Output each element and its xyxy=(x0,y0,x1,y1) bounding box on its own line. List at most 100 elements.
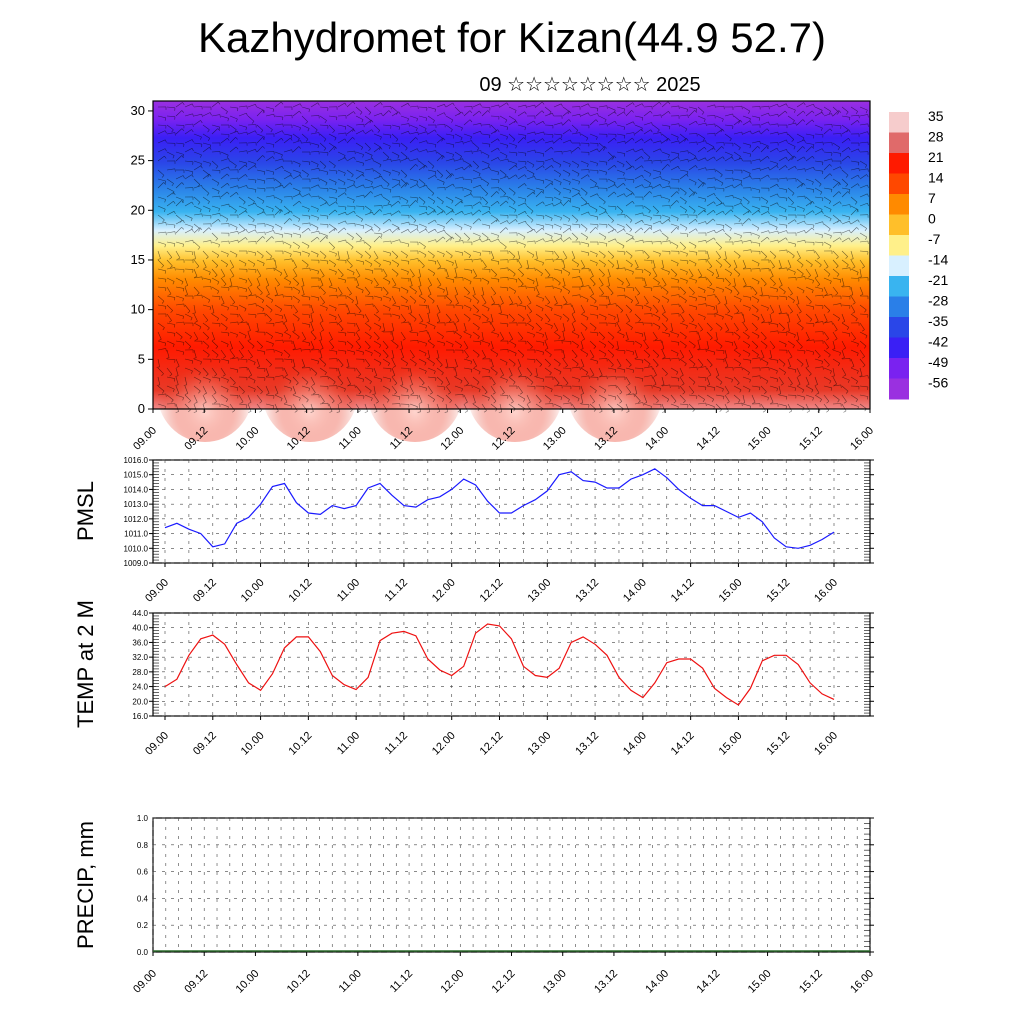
x-tick-label: 10.00 xyxy=(234,968,262,996)
colorbar-label: 21 xyxy=(928,149,944,165)
colorbar-label: 0 xyxy=(928,211,936,227)
x-tick-label: 14.12 xyxy=(695,968,723,996)
y-tick-label: 1012.0 xyxy=(124,515,149,524)
heat-x-label: 15.00 xyxy=(746,425,774,453)
colorbar-swatch xyxy=(889,296,909,318)
y-tick-label: 24.0 xyxy=(132,683,148,692)
x-tick-label: 10.00 xyxy=(239,730,267,758)
y-tick-label: 1010.0 xyxy=(124,544,149,553)
y-tick-label: 0.2 xyxy=(137,921,149,930)
x-tick-label: 16.00 xyxy=(812,730,840,758)
x-tick-label: 11.12 xyxy=(383,577,410,604)
y-tick-label: 1016.0 xyxy=(124,456,149,465)
y-tick-label: 0.0 xyxy=(137,948,149,957)
chart-title: Kazhydromet for Kizan(44.9 52.7) xyxy=(198,14,826,61)
x-tick-label: 14.00 xyxy=(621,577,649,605)
heat-y-label: 15 xyxy=(131,252,145,267)
colorbar-label: 28 xyxy=(928,129,944,145)
grid xyxy=(152,817,871,953)
colorbar-label: -49 xyxy=(928,354,948,370)
x-tick-label: 12.00 xyxy=(430,730,458,758)
x-tick-label: 14.00 xyxy=(643,968,671,996)
y-tick-label: 36.0 xyxy=(132,638,148,647)
x-tick-label: 13.00 xyxy=(541,968,569,996)
x-tick-label: 12.00 xyxy=(430,577,458,605)
heat-x-label: 14.00 xyxy=(643,425,671,453)
colorbar-swatch xyxy=(889,235,909,256)
colorbar-label: 7 xyxy=(928,190,936,206)
panel-frame xyxy=(152,817,871,953)
colorbar-label: -56 xyxy=(928,375,948,391)
colorbar-swatch xyxy=(889,358,909,379)
colorbar-swatch xyxy=(889,317,909,338)
x-tick-label: 12.12 xyxy=(490,968,518,996)
colorbar-label: -7 xyxy=(928,231,941,247)
x-tick-label: 13.12 xyxy=(573,730,601,758)
x-tick-label: 15.00 xyxy=(717,730,745,758)
warm-core-3 xyxy=(467,342,563,442)
pmsl-panel: 1009.0 1010.0 1011.0 1012.0 1013.0 1014.0 1015… xyxy=(73,456,874,605)
y-tick-label: 1015.0 xyxy=(124,471,149,480)
warm-core-4 xyxy=(567,342,663,442)
x-tick-label: 10.00 xyxy=(239,577,267,605)
y-tick-label: 1014.0 xyxy=(124,485,149,494)
x-tick-label: 13.12 xyxy=(592,968,620,996)
y-tick-label: 20.0 xyxy=(132,697,148,706)
colorbar-swatch xyxy=(889,378,909,400)
x-tick-label: 16.00 xyxy=(812,577,840,605)
x-tick-label: 09.00 xyxy=(143,730,171,758)
chart-subtitle: 09 ☆☆☆☆☆☆☆☆ 2025 xyxy=(479,74,701,96)
x-tick-label: 15.00 xyxy=(717,577,745,605)
heat-y-label: 5 xyxy=(138,351,145,366)
colorbar-label: -42 xyxy=(928,334,948,350)
y-tick-label: 0.6 xyxy=(137,868,149,877)
heat-x-label: 10.00 xyxy=(234,425,262,453)
x-tick-label: 12.00 xyxy=(438,968,466,996)
y-tick-label: 28.0 xyxy=(132,668,148,677)
x-tick-label: 14.12 xyxy=(669,577,697,605)
y-tick-label: 1013.0 xyxy=(124,500,149,509)
panel-frame xyxy=(152,459,871,564)
y-axis-title: PMSL xyxy=(73,481,98,541)
x-tick-label: 13.00 xyxy=(525,730,553,758)
x-tick-label: 11.12 xyxy=(383,730,410,757)
y-tick-label: 32.0 xyxy=(132,653,148,662)
colorbar-label: 14 xyxy=(928,170,944,186)
x-tick-label: 09.00 xyxy=(131,968,159,996)
colorbar-swatch xyxy=(889,112,909,133)
colorbar-swatch xyxy=(889,214,909,236)
x-tick-label: 10.12 xyxy=(285,968,313,996)
x-tick-label: 15.12 xyxy=(764,730,792,758)
colorbar-label: -28 xyxy=(928,293,948,309)
x-tick-label: 09.00 xyxy=(143,577,171,605)
x-tick-label: 11.00 xyxy=(335,730,362,757)
temp-panel: 16.0 20.0 24.0 28.0 32.0 36.0 40.0 44.0 09.00 09.… xyxy=(73,600,874,758)
y-tick-label: 1011.0 xyxy=(124,530,148,539)
x-tick-label: 13.00 xyxy=(525,577,553,605)
colorbar-label: 35 xyxy=(928,108,944,124)
warm-core-1 xyxy=(262,342,358,442)
x-tick-label: 15.12 xyxy=(797,968,825,996)
x-tick-label: 14.12 xyxy=(669,730,697,758)
colorbar-label: -14 xyxy=(928,252,948,268)
y-tick-label: 16.0 xyxy=(132,712,148,721)
colorbar-swatch xyxy=(889,153,909,174)
x-tick-label: 09.12 xyxy=(191,730,219,758)
x-tick-label: 16.00 xyxy=(848,968,876,996)
y-tick-label: 1.0 xyxy=(137,814,149,823)
precip-panel: 0.0 0.2 0.4 0.6 0.8 1.0 09.00 09.12 10.00 10.12 11… xyxy=(73,814,876,996)
heat-x-label: 15.12 xyxy=(797,425,825,453)
x-tick-label: 11.00 xyxy=(335,577,362,604)
heat-x-label: 09.00 xyxy=(131,425,159,453)
warm-core-0 xyxy=(157,342,253,442)
x-tick-label: 10.12 xyxy=(287,730,315,758)
x-tick-label: 11.00 xyxy=(337,968,364,995)
colorbar-label: -21 xyxy=(928,272,948,288)
x-tick-label: 09.12 xyxy=(182,968,210,996)
heat-y-label: 10 xyxy=(131,302,145,317)
heat-y-label: 30 xyxy=(131,103,145,118)
colorbar-swatch xyxy=(889,194,909,215)
y-tick-label: 40.0 xyxy=(132,624,148,633)
x-tick-label: 15.00 xyxy=(746,968,774,996)
